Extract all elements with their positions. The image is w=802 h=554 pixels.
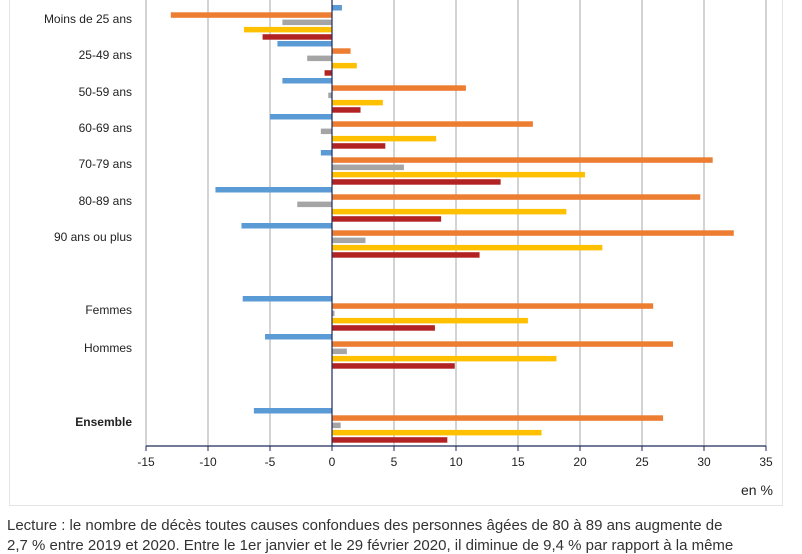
- bar: [332, 437, 448, 443]
- bar: [277, 41, 332, 47]
- axes: [145, 0, 767, 451]
- bar: [243, 26, 332, 33]
- x-tick-label: 30: [697, 455, 711, 469]
- bar: [332, 48, 351, 54]
- bar: [332, 135, 437, 142]
- category-label: 90 ans ou plus: [54, 230, 132, 244]
- category-label: 70-79 ans: [79, 157, 132, 171]
- bar: [332, 303, 654, 309]
- x-tick-label: 0: [329, 455, 336, 469]
- bar: [332, 194, 701, 200]
- reading-note: Lecture : le nombre de décès toutes caus…: [7, 517, 723, 534]
- bar: [332, 107, 361, 113]
- bar: [332, 415, 664, 421]
- bar: [332, 179, 501, 185]
- grid-lines: [145, 0, 767, 446]
- x-axis-unit-label: en %: [741, 482, 773, 498]
- category-label: 25-49 ans: [79, 48, 132, 62]
- x-tick-label: 35: [759, 455, 773, 469]
- bar: [265, 334, 332, 340]
- x-tick-label: -5: [265, 455, 276, 469]
- bar: [170, 12, 332, 18]
- bar: [262, 34, 332, 40]
- bar: [332, 429, 542, 436]
- bar: [332, 216, 442, 222]
- bar: [282, 19, 332, 26]
- category-label: 80-89 ans: [79, 194, 132, 208]
- category-label: Hommes: [84, 341, 132, 355]
- bar: [332, 143, 386, 149]
- bar: [332, 363, 455, 369]
- category-label: Moins de 25 ans: [44, 12, 132, 26]
- reading-note-continued: 2,7 % entre 2019 et 2020. Entre le 1er j…: [7, 537, 734, 554]
- x-tick-label: -10: [199, 455, 217, 469]
- x-tick-labels: -15 -10 -5 0 5 10 15 20 25 30 35: [137, 455, 773, 469]
- bar: [307, 55, 332, 62]
- bar: [332, 5, 342, 11]
- bar: [320, 128, 332, 135]
- bar: [320, 150, 332, 156]
- bar: [297, 201, 332, 208]
- bar: [332, 341, 673, 347]
- bar: [332, 348, 347, 355]
- x-tick-label: 15: [511, 455, 525, 469]
- bar: [282, 78, 332, 84]
- x-tick-label: 10: [449, 455, 463, 469]
- bars: [170, 5, 734, 443]
- bar: [332, 244, 603, 251]
- bar: [332, 310, 335, 317]
- bar: [332, 422, 341, 429]
- category-labels: Moins de 25 ans 25-49 ans 50-59 ans 60-69 a…: [44, 12, 132, 429]
- bar: [332, 208, 567, 215]
- bar: [270, 114, 332, 120]
- bar: [253, 408, 332, 414]
- bar: [242, 296, 332, 302]
- bar: [332, 62, 357, 69]
- category-label: Femmes: [85, 303, 132, 317]
- bar: [241, 223, 332, 229]
- bar: [332, 85, 466, 91]
- x-tick-label: 25: [635, 455, 649, 469]
- bar: [332, 325, 435, 331]
- bar: [332, 355, 557, 362]
- category-label: 60-69 ans: [79, 121, 132, 135]
- bar: [332, 121, 533, 127]
- x-tick-label: -15: [137, 455, 155, 469]
- x-tick-label: 5: [391, 455, 398, 469]
- chart-panel: Moins de 25 ans 25-49 ans 50-59 ans 60-69 a…: [9, 0, 783, 506]
- bar: [332, 99, 383, 106]
- x-tick-label: 20: [573, 455, 587, 469]
- bar: [332, 164, 404, 171]
- bar: [215, 187, 332, 193]
- bar: [332, 317, 528, 324]
- bar: [324, 70, 332, 76]
- bar: [332, 237, 366, 244]
- bar: [332, 252, 480, 258]
- bar: [328, 92, 332, 99]
- category-label: 50-59 ans: [79, 85, 132, 99]
- bar-chart: Moins de 25 ans 25-49 ans 50-59 ans 60-69 a…: [44, 0, 773, 469]
- bar: [332, 230, 734, 236]
- bar: [332, 171, 585, 178]
- bar: [332, 157, 713, 163]
- category-label: Ensemble: [75, 415, 132, 429]
